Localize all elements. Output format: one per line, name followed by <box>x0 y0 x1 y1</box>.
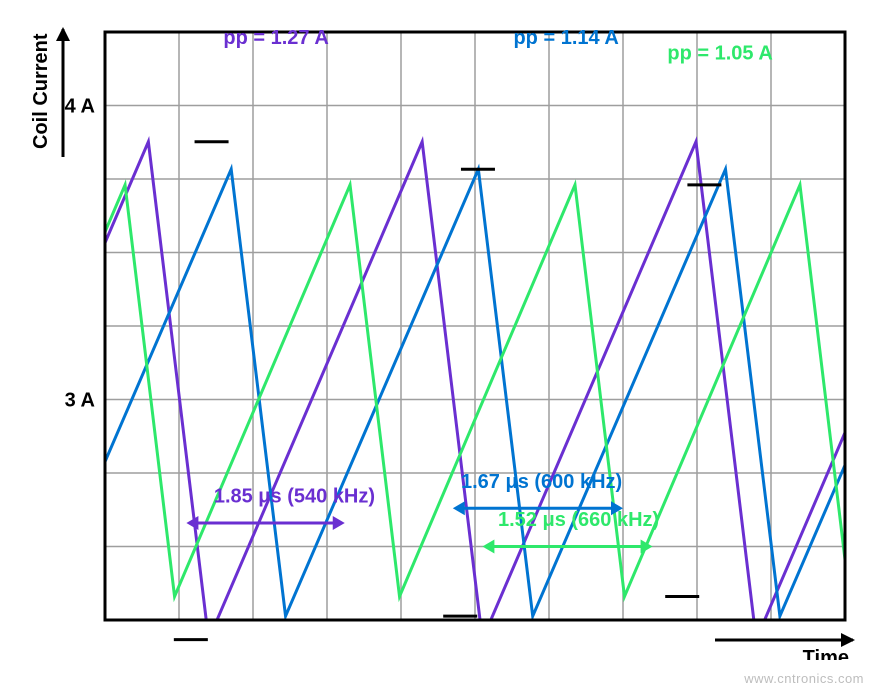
svg-text:Time: Time <box>803 647 849 660</box>
svg-text:1.52 μs (660 kHz): 1.52 μs (660 kHz) <box>498 509 659 531</box>
svg-text:3 A: 3 A <box>65 390 95 412</box>
coil-current-chart: 4 A 3 A Coil Current Time pp = 1.27 A pp = 1.… <box>10 10 870 660</box>
chart-svg: 4 A 3 A Coil Current Time pp = 1.27 A pp = 1.… <box>10 10 870 660</box>
svg-text:1.85 μs (540 kHz): 1.85 μs (540 kHz) <box>214 486 375 508</box>
svg-text:pp = 1.14 A: pp = 1.14 A <box>513 27 618 49</box>
svg-text:1.67 μs (600 kHz): 1.67 μs (600 kHz) <box>461 471 622 493</box>
svg-text:Coil Current: Coil Current <box>30 33 52 149</box>
watermark: www.cntronics.com <box>744 671 864 686</box>
svg-text:4 A: 4 A <box>65 96 95 118</box>
svg-text:pp = 1.27 A: pp = 1.27 A <box>223 27 328 49</box>
svg-text:pp = 1.05 A: pp = 1.05 A <box>667 42 772 64</box>
